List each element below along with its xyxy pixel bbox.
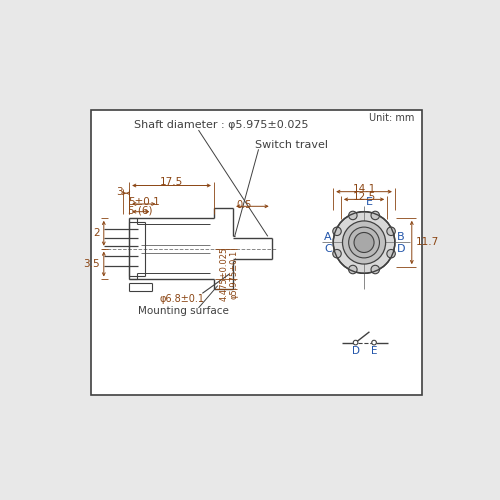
Text: E: E [371, 346, 378, 356]
Text: φ5.975±0.1: φ5.975±0.1 [230, 250, 238, 298]
Circle shape [387, 227, 396, 235]
Text: 12.5: 12.5 [352, 192, 376, 202]
Text: 17.5: 17.5 [160, 178, 183, 188]
Circle shape [333, 227, 342, 235]
Text: C: C [324, 244, 332, 254]
Text: φ6.8±0.1: φ6.8±0.1 [160, 294, 205, 304]
Text: 14.1: 14.1 [352, 184, 376, 194]
Text: Mounting surface: Mounting surface [138, 306, 228, 316]
Text: Unit: mm: Unit: mm [368, 113, 414, 122]
Bar [90, 110, 422, 395]
Circle shape [348, 227, 380, 258]
Circle shape [387, 250, 396, 258]
Text: 3.5: 3.5 [84, 259, 100, 269]
Circle shape [342, 221, 386, 264]
Text: E: E [366, 197, 374, 207]
Text: Switch travel: Switch travel [254, 140, 328, 149]
Text: 0.5: 0.5 [236, 200, 252, 210]
Circle shape [333, 250, 342, 258]
Text: D: D [396, 244, 405, 254]
Circle shape [348, 211, 357, 220]
Text: 5±0.1: 5±0.1 [128, 198, 160, 207]
Circle shape [371, 266, 380, 274]
Text: D: D [352, 346, 360, 356]
Text: A: A [324, 232, 332, 242]
Circle shape [333, 212, 395, 274]
Text: 2: 2 [94, 228, 100, 238]
Circle shape [371, 211, 380, 220]
Text: 3: 3 [116, 186, 123, 196]
Circle shape [354, 232, 374, 252]
Circle shape [354, 340, 358, 345]
Text: 4.475±0.025: 4.475±0.025 [220, 247, 229, 301]
Circle shape [372, 340, 376, 345]
Text: Shaft diameter : φ5.975±0.025: Shaft diameter : φ5.975±0.025 [134, 120, 309, 130]
Text: ALPS: ALPS [356, 230, 372, 235]
Text: B: B [396, 232, 404, 242]
Circle shape [348, 266, 357, 274]
Text: 11.7: 11.7 [416, 238, 439, 248]
Text: 5 (6): 5 (6) [128, 205, 153, 215]
